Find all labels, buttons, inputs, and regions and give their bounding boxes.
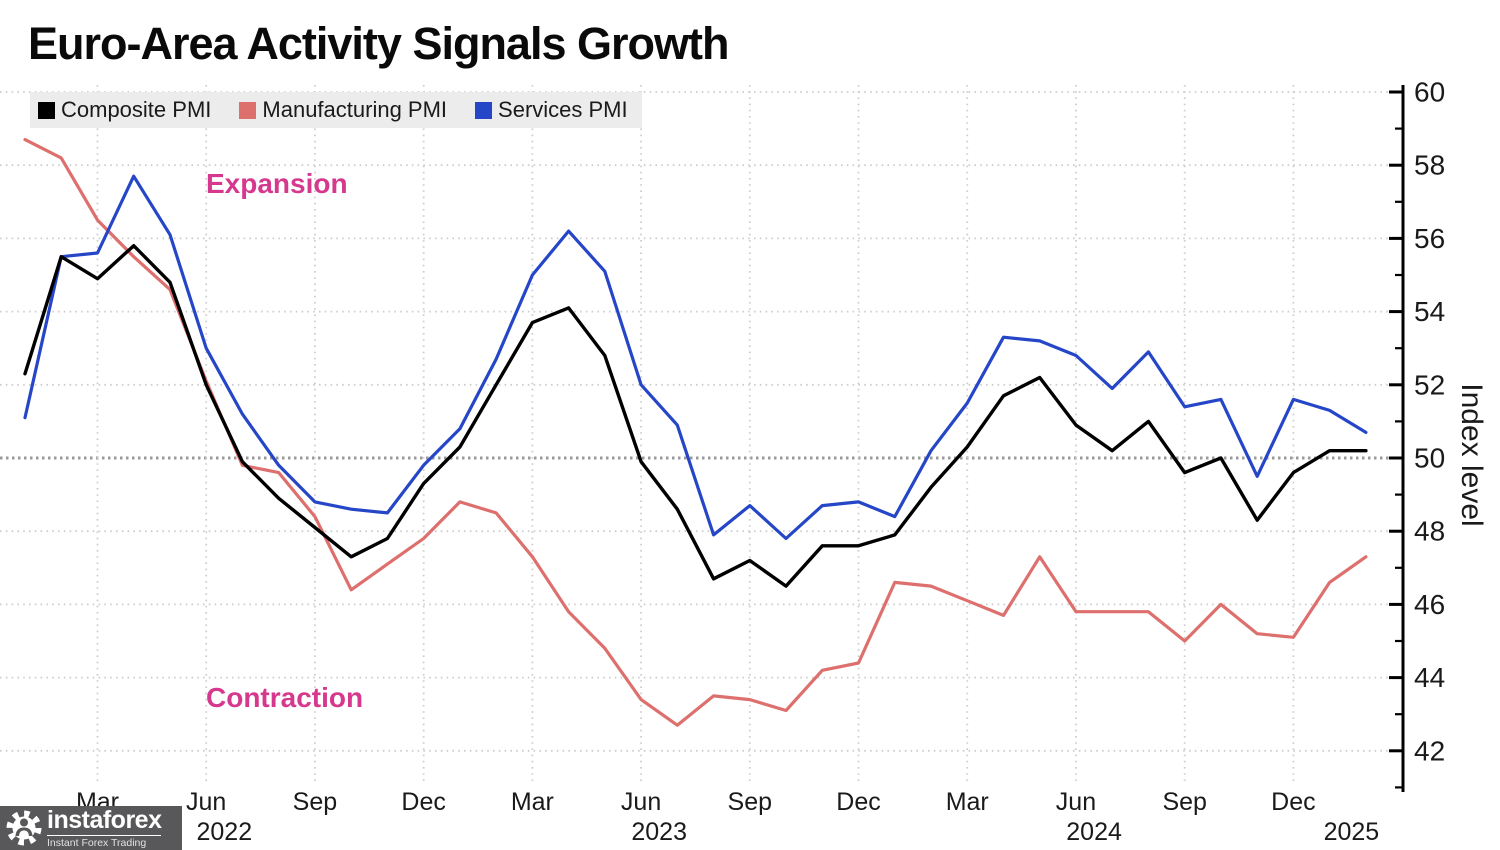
- x-year-label-2025: 2025: [1324, 818, 1380, 846]
- x-tick-label-Jun-29: Jun: [1056, 788, 1096, 816]
- y-tick-label-54: 54: [1414, 296, 1445, 327]
- y-tick-label-48: 48: [1414, 516, 1445, 547]
- composite-swatch-icon: [38, 101, 55, 119]
- chart-legend: Composite PMI Manufacturing PMI Services…: [30, 92, 642, 128]
- x-tick-label-Sep-20: Sep: [728, 788, 772, 816]
- x-tick-label-Sep-8: Sep: [293, 788, 337, 816]
- y-tick-label-58: 58: [1414, 150, 1445, 181]
- expansion-label: Expansion: [206, 168, 348, 199]
- manufacturing-swatch-icon: [239, 101, 257, 119]
- legend-item-composite: Composite PMI: [38, 97, 211, 123]
- legend-label-services: Services PMI: [498, 97, 628, 122]
- x-tick-label-Mar-26: Mar: [946, 788, 989, 816]
- x-tick-label-Dec-23: Dec: [836, 788, 880, 816]
- y-tick-label-56: 56: [1414, 223, 1445, 254]
- x-year-label-2024: 2024: [1066, 818, 1122, 846]
- services-pmi-line: [23, 174, 1368, 541]
- x-tick-label-Dec-35: Dec: [1271, 788, 1315, 816]
- y-tick-label-46: 46: [1414, 589, 1445, 620]
- y-axis-title: Index level: [1455, 383, 1488, 526]
- x-tick-label-Mar-14: Mar: [511, 788, 554, 816]
- y-tick-label-60: 60: [1414, 77, 1445, 108]
- chart-title: Euro-Area Activity Signals Growth: [28, 18, 729, 69]
- manufacturing-pmi-line: [23, 138, 1368, 727]
- contraction-label: Contraction: [206, 682, 364, 713]
- y-tick-label-52: 52: [1414, 369, 1445, 400]
- watermark-tagline: Instant Forex Trading: [47, 834, 162, 849]
- legend-item-manufacturing: Manufacturing PMI: [239, 97, 447, 123]
- x-tick-label-Jun-5: Jun: [186, 788, 226, 816]
- legend-label-composite: Composite PMI: [61, 97, 212, 122]
- y-tick-label-50: 50: [1414, 443, 1445, 474]
- watermark-brand: instaforex: [47, 805, 162, 834]
- x-year-label-2023: 2023: [631, 818, 687, 846]
- y-tick-label-44: 44: [1414, 662, 1445, 693]
- y-tick-label-42: 42: [1414, 735, 1445, 766]
- instaforex-watermark: instaforex Instant Forex Trading: [0, 806, 182, 850]
- services-swatch-icon: [475, 101, 493, 119]
- legend-label-manufacturing: Manufacturing PMI: [262, 97, 448, 122]
- x-tick-label-Sep-32: Sep: [1162, 788, 1206, 816]
- x-tick-label-Dec-11: Dec: [401, 788, 445, 816]
- legend-item-services: Services PMI: [475, 97, 628, 123]
- x-year-label-2022: 2022: [197, 818, 253, 846]
- instaforex-gear-icon: [6, 810, 42, 846]
- x-tick-label-Jun-17: Jun: [621, 788, 661, 816]
- composite-pmi-line: [23, 243, 1368, 588]
